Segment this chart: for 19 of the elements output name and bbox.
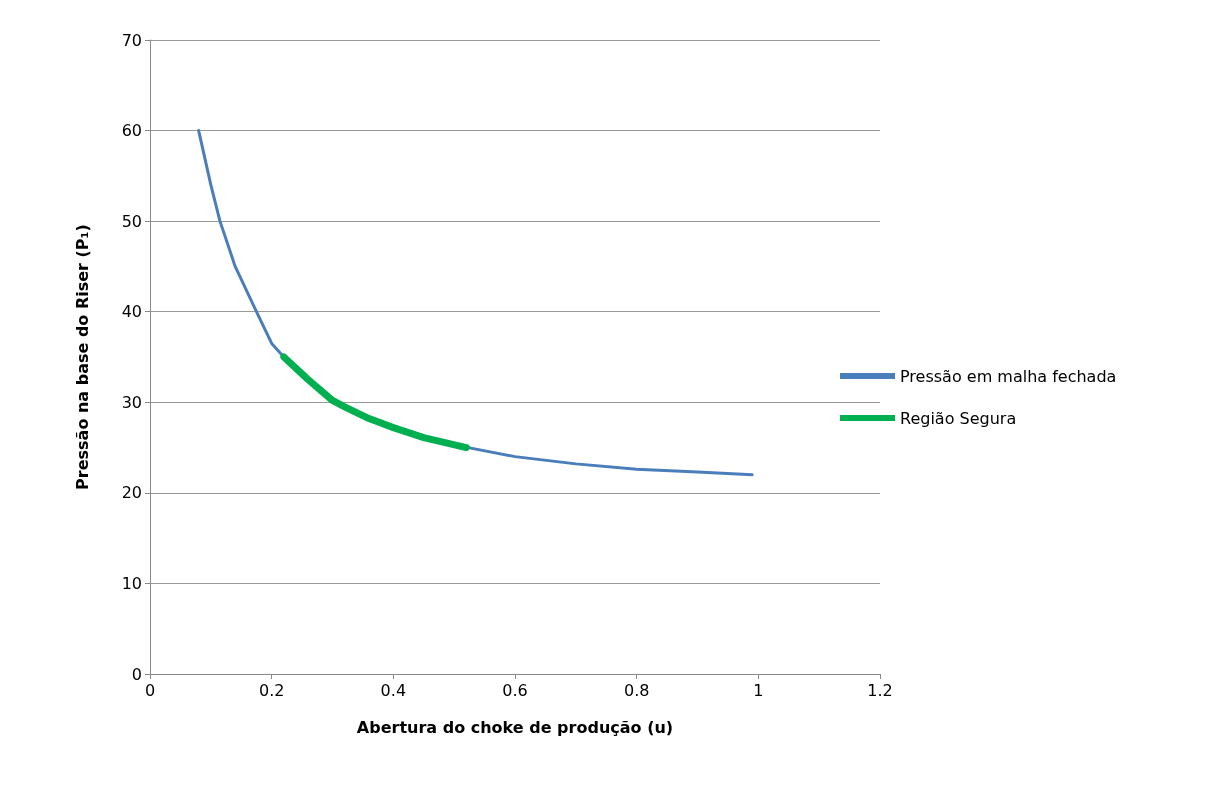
legend-label: Região Segura [900, 408, 1017, 428]
y-tick-label: 60 [121, 121, 142, 141]
x-tick-label: 0.4 [380, 680, 407, 700]
x-tick-label: 1 [753, 680, 764, 700]
x-tick-label: 0.6 [502, 680, 528, 700]
y-tick-label: 40 [121, 302, 142, 322]
legend-label: Pressão em malha fechada [900, 366, 1117, 386]
x-axis-title: Abertura do choke de produção (u) [356, 717, 674, 737]
y-tick-label: 10 [121, 573, 142, 593]
x-tick-label: 0.8 [623, 680, 650, 700]
x-tick-label: 0.2 [258, 680, 285, 700]
y-tick-label: 20 [121, 483, 142, 503]
y-tick-label: 30 [121, 392, 142, 412]
y-axis-title: Pressão na base do Riser (P₁) [72, 224, 92, 490]
y-tick-label: 0 [131, 664, 142, 684]
y-tick-label: 70 [121, 30, 142, 50]
x-tick-label: 0 [144, 680, 156, 700]
y-tick-label: 50 [121, 211, 142, 231]
x-tick-label: 1.2 [867, 680, 893, 700]
